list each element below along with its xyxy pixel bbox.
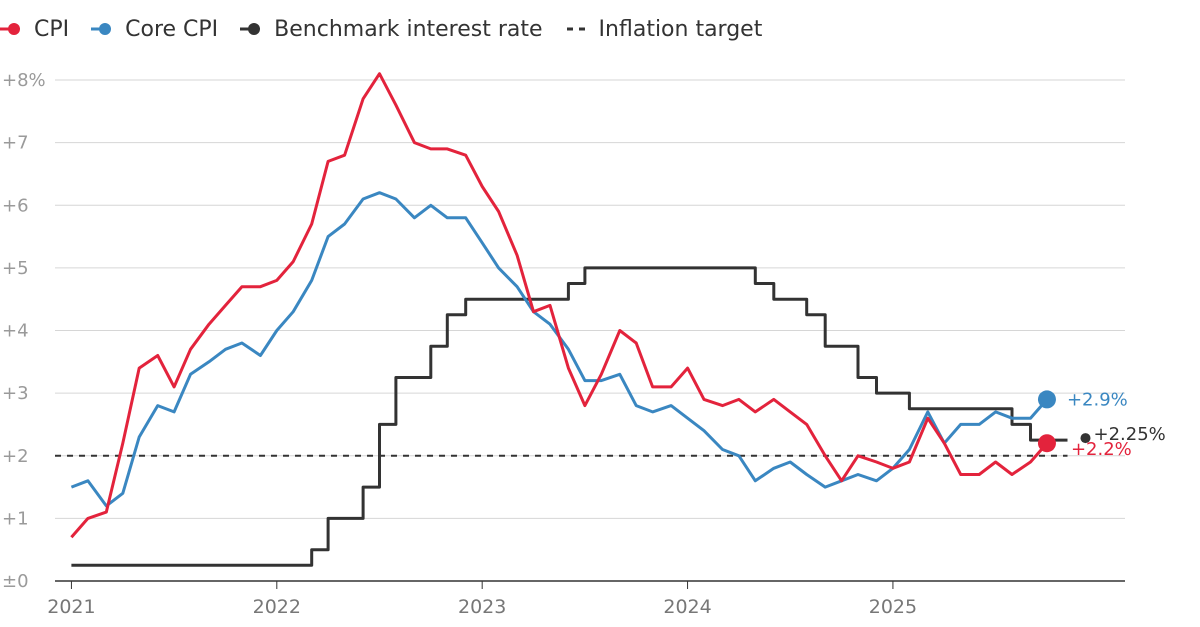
y-tick-label: +6 xyxy=(2,195,29,216)
legend-label-inflation-target: Inflation target xyxy=(598,16,763,42)
legend-marker-interest-rate xyxy=(240,23,261,35)
y-tick-label: ±0 xyxy=(2,571,29,592)
x-tick-label: 2023 xyxy=(458,596,506,618)
core-cpi-end-dot xyxy=(1037,390,1056,409)
y-tick-label: +1 xyxy=(2,508,29,529)
legend-item-inflation-target: Inflation target xyxy=(565,16,763,42)
y-tick-label: +4 xyxy=(2,321,29,342)
x-tick-label: 2025 xyxy=(869,596,917,618)
cpi-end-label: +2.2% xyxy=(1071,439,1132,460)
legend: CPI Core CPI Benchmark interest rate Inf… xyxy=(0,14,784,44)
x-tick-label: 2022 xyxy=(253,596,301,618)
series xyxy=(55,72,1068,567)
legend-label-cpi: CPI xyxy=(34,16,70,42)
axes: ±0 +1 +2 +3 +4 +5 +6 +7 +8% 2021 2022 2023 2024 2025 xyxy=(2,70,1125,618)
end-labels: +2.2% +2.9% +2.25% xyxy=(1037,389,1166,460)
y-tick-label: +7 xyxy=(2,133,29,154)
y-tick-label: +5 xyxy=(2,258,29,279)
legend-marker-cpi xyxy=(0,23,20,35)
series-line-core-cpi xyxy=(70,191,1049,508)
legend-marker-core-cpi xyxy=(91,23,112,35)
legend-item-interest-rate: Benchmark interest rate xyxy=(240,16,543,42)
x-tick-label: 2024 xyxy=(663,596,711,618)
legend-item-core-cpi: Core CPI xyxy=(91,17,218,42)
y-tick-label: +2 xyxy=(2,446,29,467)
legend-label-core-cpi: Core CPI xyxy=(125,16,219,42)
legend-label-interest-rate: Benchmark interest rate xyxy=(274,16,543,42)
core-cpi-end-label: +2.9% xyxy=(1067,389,1128,410)
y-tick-label: +8% xyxy=(2,70,46,91)
y-tick-label: +3 xyxy=(2,383,29,404)
series-line-cpi xyxy=(70,72,1049,539)
interest-rate-end-dot xyxy=(1080,433,1091,444)
interest-rate-end-label: +2.25% xyxy=(1093,424,1165,445)
series-line-benchmark-interest-rate xyxy=(71,266,1068,567)
legend-marker-inflation-target xyxy=(566,27,589,31)
legend-item-cpi: CPI xyxy=(0,17,69,42)
x-tick-label: 2021 xyxy=(47,596,95,618)
grid xyxy=(55,79,1125,519)
cpi-end-dot xyxy=(1037,434,1056,453)
